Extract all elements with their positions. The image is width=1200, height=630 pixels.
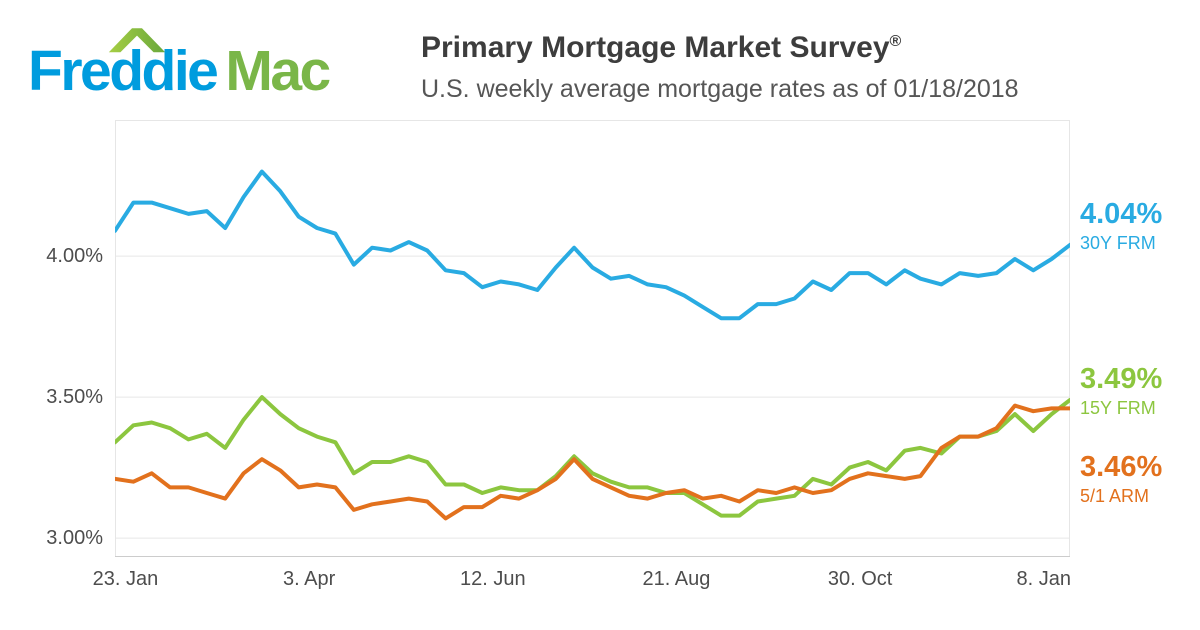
logo-word-freddie: Freddie <box>28 39 219 103</box>
series-value-30y-frm: 4.04% <box>1080 198 1163 230</box>
registered-mark: ® <box>889 33 902 50</box>
series-value-5-1-arm: 3.46% <box>1080 451 1163 483</box>
x-tick-label: 3. Apr <box>283 568 336 590</box>
page-subtitle: U.S. weekly average mortgage rates as of… <box>421 75 1019 103</box>
page-title: Primary Mortgage Market Survey® <box>421 24 1019 66</box>
plot-border <box>115 120 1070 557</box>
series-label-30y-frm: 4.04% 30Y FRM <box>1080 198 1198 255</box>
logo-wordmark: Freddie Mac <box>28 39 331 103</box>
series-line-15y-frm <box>115 395 1070 518</box>
series-label-5-1-arm: 3.46% 5/1 ARM <box>1080 451 1198 508</box>
logo-word-mac: Mac <box>225 39 331 103</box>
series-line-30y-frm <box>115 169 1070 321</box>
freddiemac-logo: Freddie Mac <box>28 14 408 110</box>
y-tick-label: 3.50% <box>46 386 103 409</box>
roof-icon <box>108 28 166 53</box>
series-name-15y-frm: 15Y FRM <box>1080 398 1156 418</box>
header-titles: Primary Mortgage Market Survey® U.S. wee… <box>421 24 1019 104</box>
series-value-15y-frm: 3.49% <box>1080 363 1163 395</box>
x-tick-label: 8. Jan <box>1016 568 1071 590</box>
page-title-text: Primary Mortgage Market Survey <box>421 31 890 64</box>
line-chart <box>115 120 1070 557</box>
x-tick-label: 12. Jun <box>459 568 526 590</box>
series-name-30y-frm: 30Y FRM <box>1080 233 1156 253</box>
y-tick-label: 4.00% <box>46 245 103 268</box>
series-name-5-1-arm: 5/1 ARM <box>1080 486 1150 506</box>
x-tick-label: 30. Oct <box>827 568 893 590</box>
series-line-5-1-arm <box>115 403 1070 521</box>
x-tick-label: 23. Jan <box>92 568 159 590</box>
x-tick-label: 21. Aug <box>642 568 711 590</box>
y-tick-label: 3.00% <box>46 527 103 550</box>
series-label-15y-frm: 3.49% 15Y FRM <box>1080 363 1198 420</box>
